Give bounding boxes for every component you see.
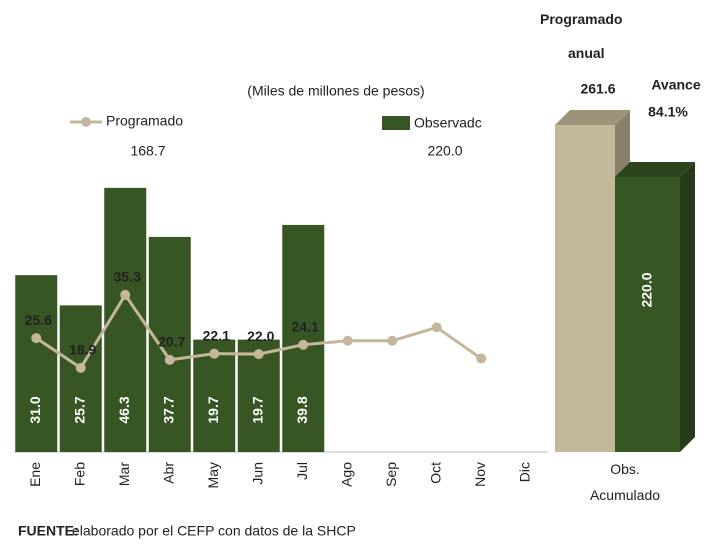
legend-swatch xyxy=(382,116,410,130)
legend-total: 168.7 xyxy=(130,143,165,159)
programado-point xyxy=(253,349,264,360)
avance-title: Avance xyxy=(651,77,701,93)
bar-value-label: 46.3 xyxy=(116,396,132,423)
programado-point xyxy=(31,333,42,344)
avance-label: 84.1% xyxy=(648,104,688,120)
x-tick-label: Dic xyxy=(516,462,532,482)
x-tick-label: Ene xyxy=(27,462,43,487)
programado-point xyxy=(342,335,353,346)
bar-value-label: 39.8 xyxy=(294,396,310,423)
bar xyxy=(59,305,102,452)
bar-value-label: 19.7 xyxy=(249,396,265,423)
programado-point xyxy=(120,289,131,300)
bar-value-label: 31.0 xyxy=(27,396,43,423)
cumulative-bar-side xyxy=(680,162,695,452)
programado-point xyxy=(298,339,309,350)
line-value-label: 22.1 xyxy=(203,327,230,343)
source-label: FUENTE: xyxy=(18,523,79,539)
line-value-label: 18.9 xyxy=(69,342,96,358)
line-value-label: 20.7 xyxy=(158,334,185,350)
cumulative-programado-label: 261.6 xyxy=(580,81,615,97)
programado-point xyxy=(431,322,442,333)
x-tick-label: Nov xyxy=(472,462,488,487)
bar xyxy=(282,224,325,452)
programado-point xyxy=(164,354,175,365)
programado-point xyxy=(75,362,86,373)
x-tick-label: Jun xyxy=(249,462,265,485)
x-tick-label: Sep xyxy=(383,462,399,487)
x-tick-label: Oct xyxy=(427,462,443,484)
programado-point xyxy=(387,335,398,346)
line-value-label: 22.0 xyxy=(247,328,274,344)
cumulative-category: Obs. Acumulado xyxy=(590,461,660,503)
x-tick-label: Jul xyxy=(294,462,310,480)
cumulative-bar xyxy=(555,125,615,452)
bar xyxy=(148,236,191,452)
bar-value-label: 19.7 xyxy=(205,396,221,423)
cumulative-bar xyxy=(615,177,680,452)
bar xyxy=(15,275,58,452)
source: elaborado por el CEFP con datos de la SH… xyxy=(72,523,356,539)
cumulative-heading: Programado anual xyxy=(540,11,622,61)
legend-label: Programado xyxy=(106,113,183,129)
programado-point xyxy=(476,353,487,364)
x-tick-label: Ago xyxy=(338,462,354,487)
legend-label: Observadc xyxy=(414,115,482,131)
legend-total: 220.0 xyxy=(427,143,462,159)
x-tick-label: Feb xyxy=(71,462,87,486)
programado-point xyxy=(209,348,220,359)
cumulative-bar-top xyxy=(615,162,695,177)
bar-value-label: 37.7 xyxy=(160,396,176,423)
x-tick-label: May xyxy=(205,462,221,488)
x-tick-label: Mar xyxy=(116,462,132,486)
bar-value-label: 25.7 xyxy=(71,396,87,423)
line-value-label: 24.1 xyxy=(292,318,319,334)
line-value-label: 35.3 xyxy=(114,269,141,285)
chart-subtitle: (Miles de millones de pesos) xyxy=(247,83,424,99)
line-value-label: 25.6 xyxy=(25,312,52,328)
cumulative-bar-top xyxy=(555,110,630,125)
x-tick-label: Abr xyxy=(160,462,176,484)
legend-dot xyxy=(81,117,91,127)
cumulative-value-label: 220.0 xyxy=(639,272,655,307)
